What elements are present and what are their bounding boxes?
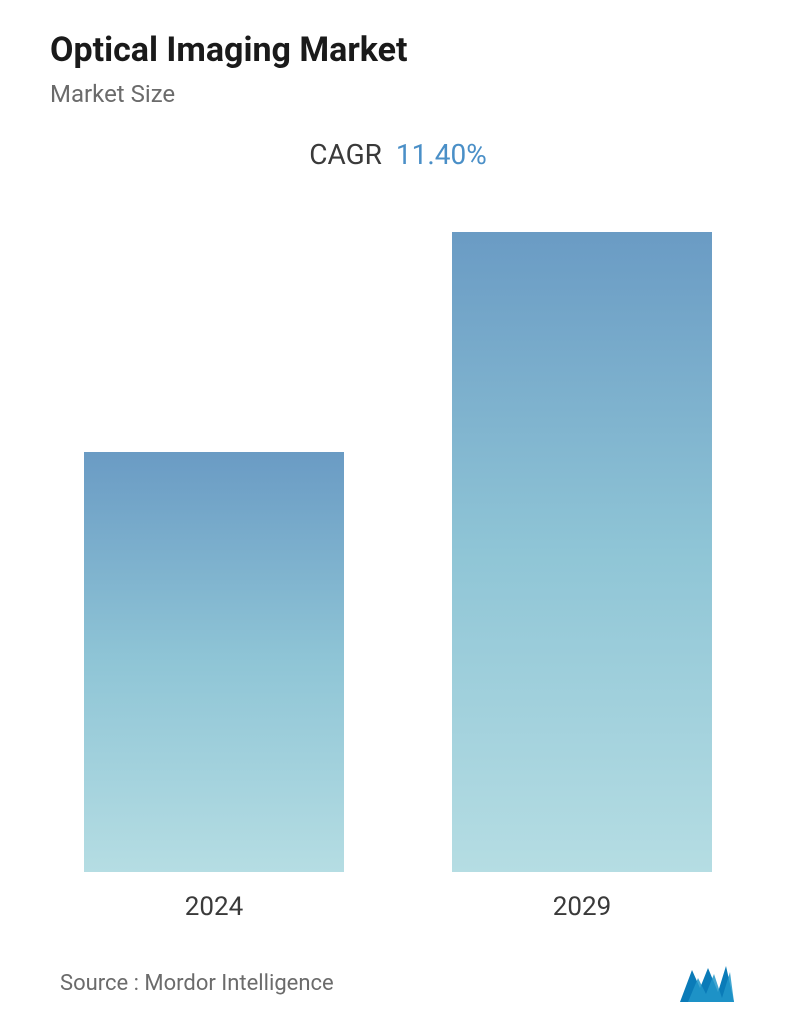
source-text: Source : Mordor Intelligence	[60, 971, 334, 996]
footer: Source : Mordor Intelligence	[50, 962, 746, 1014]
cagr-metric: CAGR 11.40%	[50, 138, 746, 171]
bar-chart: 2024 2029	[50, 221, 746, 922]
mordor-logo-icon	[678, 962, 736, 1004]
bar-label-1: 2029	[553, 892, 611, 922]
bar-group-0: 2024	[70, 221, 358, 922]
page-subtitle: Market Size	[50, 80, 746, 108]
bar-label-0: 2024	[185, 892, 243, 922]
cagr-value: 11.40%	[396, 138, 487, 171]
bar-group-1: 2029	[438, 221, 726, 922]
chart-container: Optical Imaging Market Market Size CAGR …	[0, 0, 796, 1034]
bar-0	[84, 452, 344, 872]
page-title: Optical Imaging Market	[50, 30, 746, 70]
bar-1	[452, 232, 712, 872]
cagr-label: CAGR	[309, 138, 382, 171]
